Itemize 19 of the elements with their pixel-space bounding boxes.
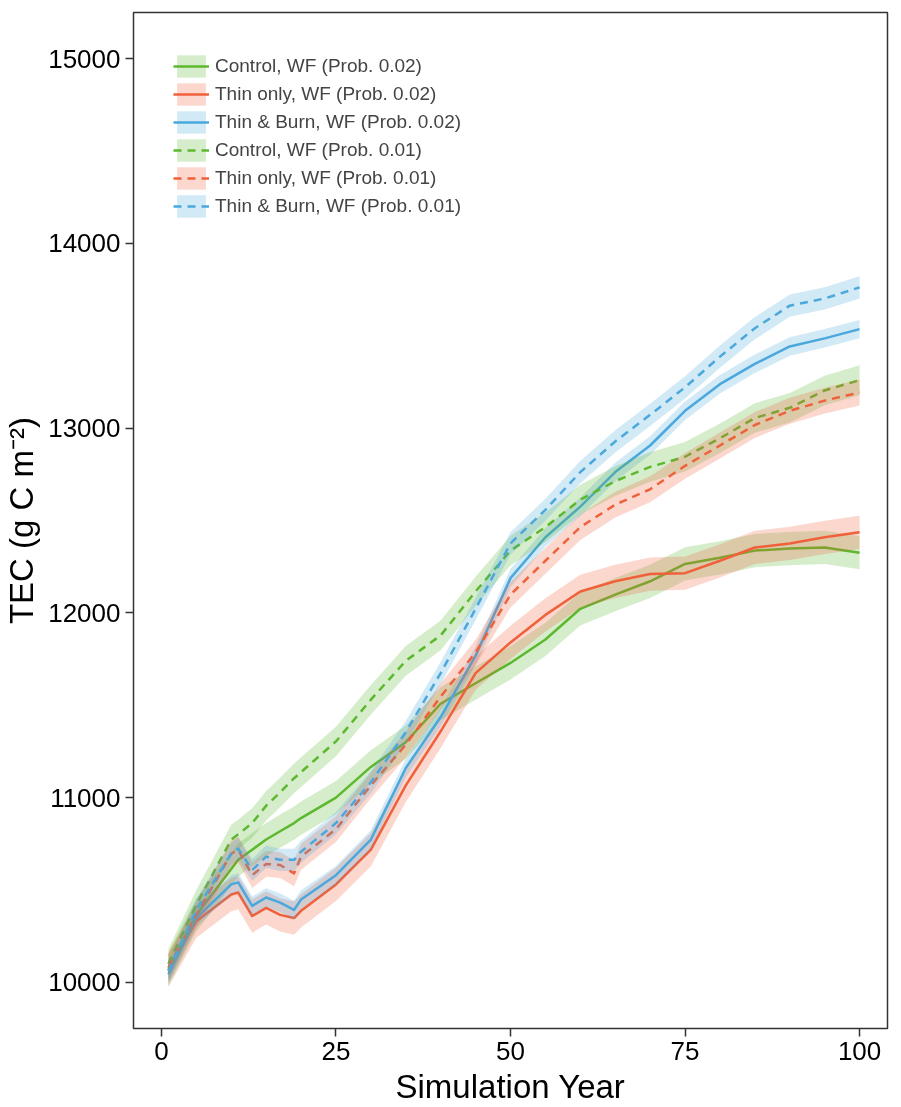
x-tick-label: 50 (496, 1035, 525, 1066)
legend-label: Control, WF (Prob. 0.01) (215, 139, 422, 161)
x-axis-title: Simulation Year (395, 1067, 625, 1105)
legend-label: Thin only, WF (Prob. 0.02) (215, 83, 437, 105)
x-tick-label: 100 (837, 1035, 882, 1066)
legend-label: Thin only, WF (Prob. 0.01) (215, 167, 437, 189)
legend-label: Thin & Burn, WF (Prob. 0.01) (215, 195, 462, 217)
legend-label: Control, WF (Prob. 0.02) (215, 55, 422, 77)
y-tick-label: 15000 (48, 43, 121, 74)
y-tick-label: 10000 (48, 967, 121, 998)
y-axis-title: TEC (g C m⁻²) (3, 416, 41, 625)
legend-label: Thin & Burn, WF (Prob. 0.02) (215, 111, 462, 133)
x-tick-label: 75 (670, 1035, 700, 1066)
x-tick-label: 0 (154, 1035, 169, 1066)
y-tick-label: 14000 (48, 228, 121, 259)
y-tick-label: 13000 (48, 413, 121, 444)
y-tick-label: 12000 (48, 597, 121, 628)
x-tick-label: 25 (321, 1035, 351, 1066)
y-tick-label: 11000 (50, 782, 121, 813)
